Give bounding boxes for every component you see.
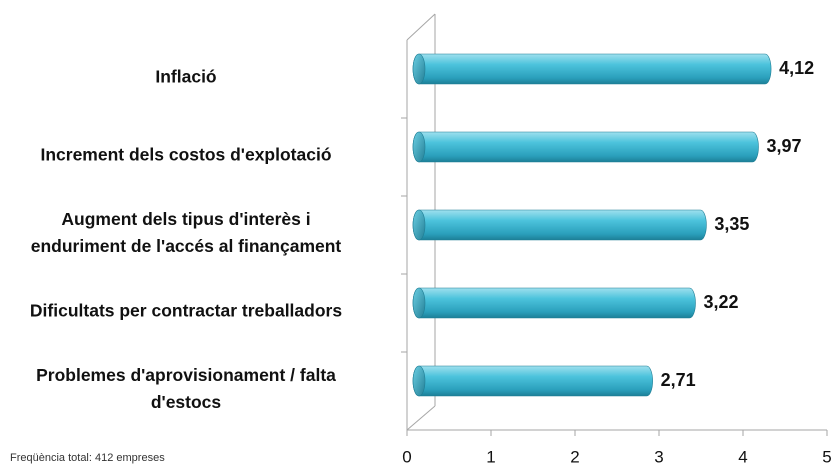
category-label: Problemes d'aprovisionament / falta d'es…	[36, 364, 336, 412]
category-label: Augment dels tipus d'interès i endurimen…	[30, 208, 342, 256]
bar-body	[412, 287, 696, 319]
value-label: 2,71	[661, 370, 696, 390]
bar-body	[412, 53, 772, 85]
category-label: Inflació	[155, 66, 217, 87]
x-tick-label: 3	[654, 447, 663, 466]
bar-body	[412, 131, 759, 163]
bar-body	[412, 365, 653, 397]
footnote: Freqüència total: 412 empreses	[10, 452, 165, 464]
category-label: Increment dels costos d'explotació	[40, 144, 332, 165]
bar	[412, 53, 772, 85]
value-label: 3,22	[703, 292, 738, 312]
bar-body	[412, 209, 707, 241]
x-tick-label: 5	[822, 447, 831, 466]
value-label: 3,97	[766, 136, 801, 156]
value-label: 3,35	[714, 214, 749, 234]
x-tick-label: 4	[738, 447, 747, 466]
category-label: Dificultats per contractar treballadors	[29, 300, 343, 321]
bar	[412, 209, 707, 241]
x-tick-label: 2	[570, 447, 579, 466]
bar-cap	[412, 53, 426, 85]
bar-cap	[412, 365, 426, 397]
bar	[412, 365, 653, 397]
bar	[412, 287, 696, 319]
x-tick-label: 1	[486, 447, 495, 466]
bar-cap	[412, 209, 426, 241]
bar-cap	[412, 131, 426, 163]
value-label: 4,12	[779, 58, 814, 78]
x-tick-label: 0	[402, 447, 411, 466]
bar	[412, 131, 759, 163]
bar-cap	[412, 287, 426, 319]
